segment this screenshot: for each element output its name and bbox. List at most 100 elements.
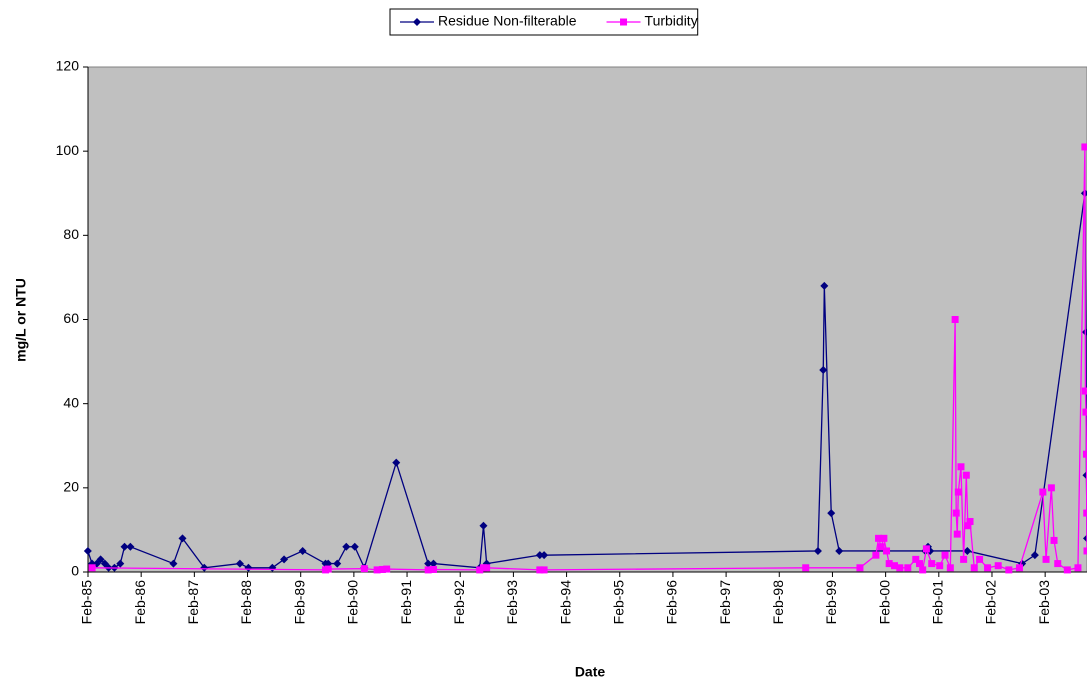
diamond-marker [235,559,244,568]
square-marker [936,562,944,570]
diamond-marker [429,559,438,568]
legend-box [389,8,699,36]
x-tick-label: Feb-01 [930,580,946,625]
diamond-marker [280,555,289,564]
square-marker [856,564,864,572]
square-marker [424,566,432,574]
legend-item: Turbidity [606,13,698,29]
square-marker [877,543,885,551]
x-tick-label: Feb-99 [823,580,839,625]
square-marker [896,564,904,572]
square-marker [962,471,970,479]
square-marker [922,545,930,553]
diamond-marker [1083,534,1087,543]
x-tick-label: Feb-03 [1036,580,1052,625]
square-marker [966,518,974,525]
x-tick-label: Feb-02 [983,580,999,625]
diamond-marker [540,551,549,560]
square-marker [1083,509,1087,517]
legend-label: Residue Non-filterable [438,13,577,29]
x-tick-label: Feb-96 [664,580,680,625]
square-marker [994,562,1002,570]
square-marker [1054,560,1062,568]
square-marker [1063,566,1071,574]
diamond-marker [333,559,342,568]
square-marker [954,488,962,496]
y-tick-label: 40 [63,394,79,410]
square-marker [912,555,920,563]
diamond-marker [535,551,544,560]
diamond-marker [83,546,92,555]
square-marker [960,555,968,563]
square-marker [373,566,381,574]
x-tick-label: Feb-97 [717,580,733,625]
x-tick-label: Feb-90 [345,580,361,625]
square-marker [928,560,936,568]
diamond-marker [820,281,829,290]
square-marker [885,560,893,568]
x-tick-label: Feb-87 [185,580,201,625]
y-tick-label: 60 [63,310,79,326]
square-marker [941,551,949,559]
square-marker [360,565,368,573]
square-marker [952,509,960,517]
x-tick-label: Feb-98 [770,580,786,625]
x-tick-label: Feb-94 [557,580,573,625]
diamond-marker [298,546,307,555]
square-marker [1082,408,1087,416]
diamond-marker [200,563,209,572]
square-marker [984,564,992,572]
square-marker [324,565,332,573]
square-marker [383,565,391,573]
diamond-marker [350,542,359,551]
x-tick-label: Feb-86 [132,580,148,625]
diamond-marker [178,534,187,543]
legend: Residue Non-filterable Turbidity [389,8,699,36]
square-marker [1082,450,1087,458]
square-marker [970,564,978,572]
square-marker [875,534,883,542]
x-tick-label: Feb-93 [504,580,520,625]
diamond-marker [813,546,822,555]
square-marker [483,564,491,572]
diamond-marker [96,555,105,564]
square-marker [1074,564,1082,572]
y-tick-label: 0 [71,563,79,579]
square-marker [946,564,954,572]
square-marker [953,530,961,538]
x-tick-label: Feb-89 [291,580,307,625]
y-tick-label: 120 [56,58,80,74]
x-tick-label: Feb-95 [610,580,626,625]
square-marker [540,566,548,574]
diamond-marker [1082,471,1087,480]
square-marker [1039,488,1047,496]
x-tick-label: Feb-88 [238,580,254,625]
square-marker [976,555,984,563]
square-marker [880,534,888,542]
y-tick-label: 100 [56,142,80,158]
square-marker [915,560,923,568]
square-marker [904,564,912,572]
square-marker [1047,484,1055,492]
square-marker [964,522,972,530]
diamond-marker [392,458,401,467]
square-marker [883,547,891,555]
square-marker [951,316,959,323]
legend-item: Residue Non-filterable [400,13,577,29]
square-marker [429,565,437,573]
square-marker [957,463,965,471]
square-marker [1050,536,1058,544]
diamond-marker [479,521,488,530]
square-marker [1081,387,1087,395]
diamond-marker [169,559,178,568]
x-tick-label: Feb-85 [79,580,95,625]
y-tick-label: 20 [63,479,79,495]
y-axis-label: mg/L or NTU [13,278,29,362]
diamond-marker [835,546,844,555]
diamond-marker [342,542,351,551]
square-marker [1083,547,1087,555]
square-marker [620,18,628,26]
square-marker [872,551,880,559]
square-marker [378,565,386,573]
